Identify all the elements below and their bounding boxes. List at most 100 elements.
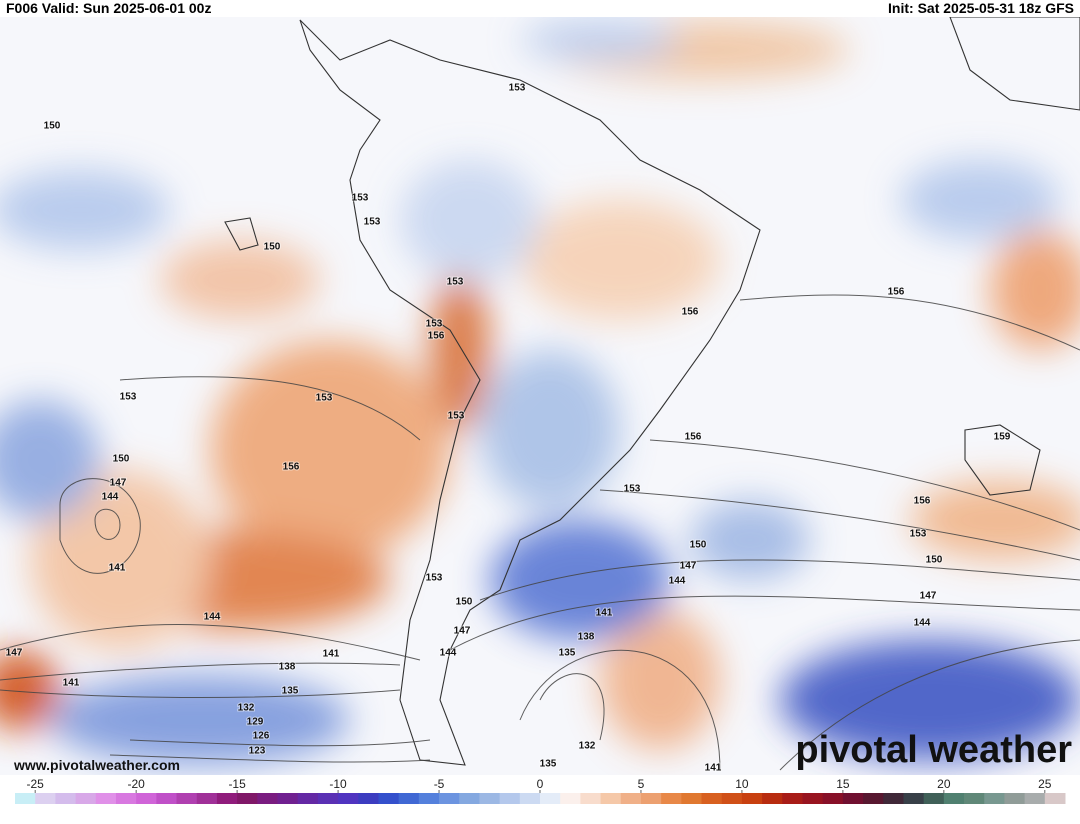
contour-label: 147	[6, 648, 23, 659]
colorbar-swatch	[439, 793, 460, 804]
colorbar-tick-label: -20	[127, 777, 145, 791]
colorbar-swatch	[1004, 793, 1026, 804]
colorbar-tick-label: -5	[434, 777, 445, 791]
colorbar-swatch	[257, 793, 278, 804]
contour-label: 147	[454, 626, 471, 637]
contour-label: 150	[44, 121, 61, 132]
colorbar-swatch	[863, 793, 884, 804]
colorbar-swatch	[499, 793, 521, 804]
contour-label: 156	[914, 496, 931, 507]
colorbar-tick-label: 25	[1038, 777, 1052, 791]
contour-label: 141	[109, 563, 126, 574]
colorbar-tick-label: 20	[937, 777, 951, 791]
colorbar-swatch	[842, 793, 864, 804]
contour-label: 132	[579, 741, 596, 752]
contour-label: 138	[279, 662, 296, 673]
colorbar-swatch	[822, 793, 844, 804]
contour-label: 135	[559, 648, 576, 659]
contour-label: 144	[914, 618, 931, 629]
contour-label: 126	[253, 731, 270, 742]
contour-label: 138	[578, 632, 595, 643]
contour-label: 153	[509, 83, 526, 94]
colorbar-swatch	[196, 793, 218, 804]
contour-label: 153	[426, 319, 443, 330]
colorbar-swatch	[156, 793, 178, 804]
colorbar-swatch	[378, 793, 400, 804]
colorbar-swatch	[55, 793, 77, 804]
contour-label: 156	[682, 307, 699, 318]
colorbar-swatch	[640, 793, 662, 804]
contour-label: 156	[888, 287, 905, 298]
colorbar-swatch	[620, 793, 642, 804]
colorbar-swatch	[721, 793, 743, 804]
colorbar-swatch	[398, 793, 420, 804]
contour-label: 150	[113, 454, 130, 465]
colorbar-swatch	[762, 793, 783, 804]
colorbar-swatch	[943, 793, 965, 804]
contour-label: 156	[283, 462, 300, 473]
colorbar-swatch	[580, 793, 602, 804]
field-shading	[0, 20, 1080, 765]
colorbar-swatch	[923, 793, 945, 804]
colorbar-swatch	[418, 793, 440, 804]
colorbar-swatch	[95, 793, 117, 804]
contour-label: 153	[624, 484, 641, 495]
colorbar-swatch	[1024, 793, 1046, 804]
contour-label: 153	[448, 411, 465, 422]
colorbar-tick-label: -25	[27, 777, 45, 791]
colorbar-swatch	[479, 793, 501, 804]
colorbar-swatch	[681, 793, 703, 804]
land-outline	[224, 17, 1080, 766]
colorbar-swatch	[297, 793, 319, 804]
colorbar-swatch	[136, 793, 157, 804]
contour-label: 147	[110, 478, 127, 489]
contour-label: 144	[669, 576, 686, 587]
colorbar-swatch	[802, 793, 824, 804]
contour-label: 153	[910, 529, 927, 540]
contour-label: 150	[264, 242, 281, 253]
colorbar-swatch	[216, 793, 238, 804]
contour-label: 144	[440, 648, 457, 659]
colorbar-tick-label: -15	[228, 777, 246, 791]
init-time: Init: Sat 2025-05-31 18z GFS	[888, 0, 1074, 16]
contour-label: 159	[994, 432, 1011, 443]
contour-label: 156	[685, 432, 702, 443]
colorbar-swatch	[237, 793, 258, 804]
colorbar-tick-label: 15	[836, 777, 850, 791]
colorbar-tick-label: -10	[329, 777, 347, 791]
contour-label: 141	[323, 649, 340, 660]
colorbar-tick-label: 10	[735, 777, 749, 791]
colorbar-swatch	[540, 793, 561, 804]
contour-label: 141	[596, 608, 613, 619]
colorbar-swatch	[701, 793, 723, 804]
colorbar-swatch	[317, 793, 339, 804]
colorbar-swatch	[984, 793, 1005, 804]
colorbar-swatch	[883, 793, 904, 804]
contour-label: 147	[920, 591, 937, 602]
colorbar-swatch	[560, 793, 581, 804]
colorbar-tick-label: 5	[638, 777, 645, 791]
contour-label: 129	[247, 717, 264, 728]
colorbar-swatch	[1044, 793, 1066, 804]
colorbar-tick-label: 0	[537, 777, 544, 791]
colorbar-swatch	[519, 793, 541, 804]
colorbar-swatch	[35, 793, 56, 804]
logo: pivotal weather	[795, 729, 1072, 771]
colorbar-swatch	[358, 793, 379, 804]
colorbar-swatch	[15, 793, 36, 804]
colorbar-swatch	[176, 793, 198, 804]
contour-label: 153	[352, 193, 369, 204]
colorbar-swatch	[964, 793, 985, 804]
site-url: www.pivotalweather.com	[13, 757, 180, 773]
contour-label: 153	[364, 217, 381, 228]
contour-label: 150	[690, 540, 707, 551]
colorbar-swatch	[338, 793, 359, 804]
colorbar: -25 -20 -15 -10 -5 0 5 10 15 20 25	[15, 777, 1066, 804]
valid-time: F006 Valid: Sun 2025-06-01 00z	[6, 0, 211, 16]
contour-label: 150	[456, 597, 473, 608]
contour-label: 144	[204, 612, 221, 623]
